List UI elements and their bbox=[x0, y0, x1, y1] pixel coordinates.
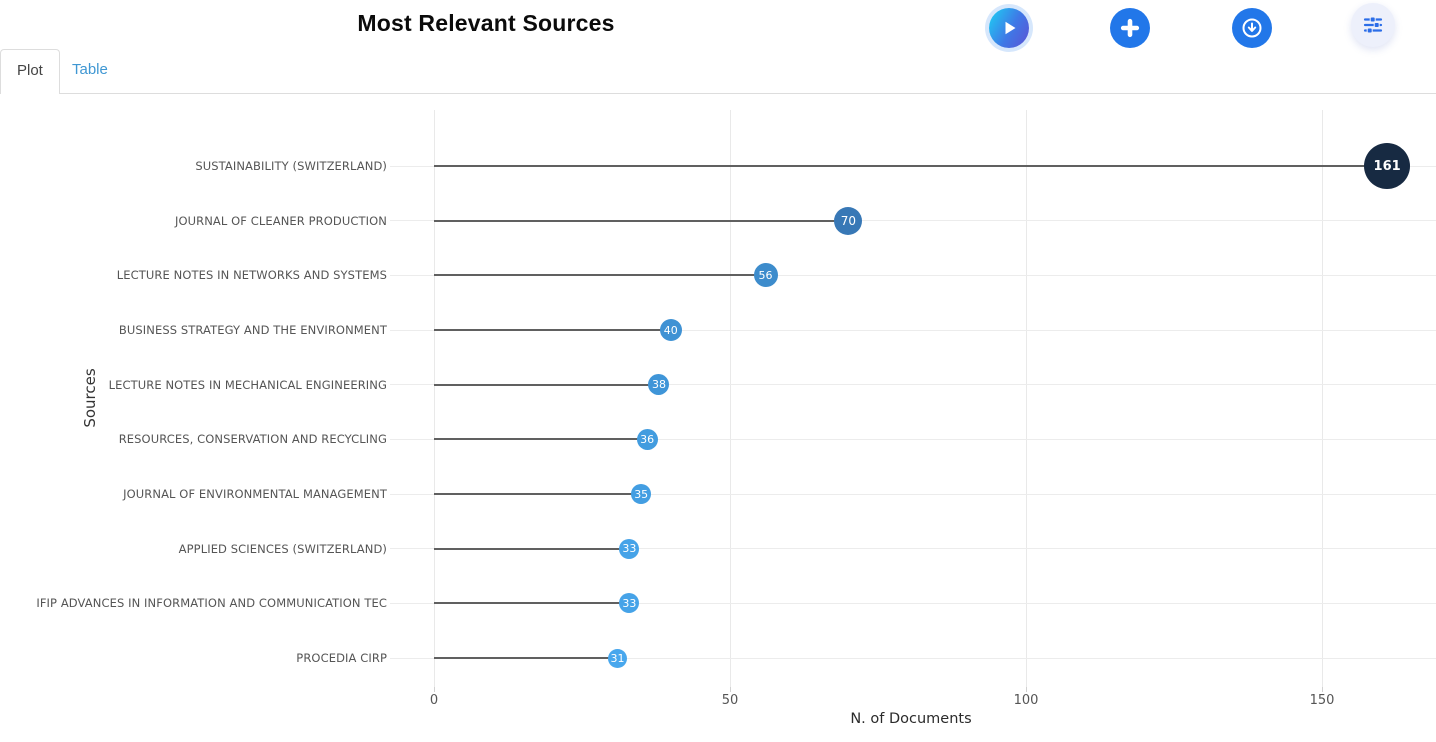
x-tick-label: 50 bbox=[721, 693, 739, 708]
row-gridline bbox=[390, 329, 1436, 331]
data-point[interactable]: 70 bbox=[834, 206, 863, 235]
download-icon bbox=[1242, 18, 1262, 38]
x-tick-mark bbox=[1322, 687, 1323, 692]
x-tick-mark bbox=[1026, 687, 1027, 692]
category-label: PROCEDIA CIRP bbox=[296, 651, 387, 666]
lollipop-stem bbox=[434, 165, 1388, 167]
row-gridline bbox=[390, 220, 1436, 222]
data-point[interactable]: 33 bbox=[619, 538, 640, 559]
data-point[interactable]: 33 bbox=[619, 593, 640, 614]
data-point[interactable]: 31 bbox=[608, 648, 628, 668]
x-gridline bbox=[434, 110, 435, 687]
data-point[interactable]: 161 bbox=[1364, 143, 1411, 189]
y-axis-title: Sources bbox=[81, 368, 99, 428]
row-gridline bbox=[390, 274, 1436, 276]
x-gridline bbox=[1026, 110, 1027, 687]
row-gridline bbox=[390, 602, 1436, 604]
download-button[interactable] bbox=[1232, 8, 1272, 48]
category-label: LECTURE NOTES IN NETWORKS AND SYSTEMS bbox=[116, 268, 387, 283]
data-point[interactable]: 40 bbox=[659, 319, 682, 341]
row-gridline bbox=[390, 384, 1436, 386]
add-button[interactable] bbox=[1110, 8, 1150, 48]
row-gridline bbox=[390, 548, 1436, 550]
sliders-icon bbox=[1363, 16, 1383, 34]
x-gridline bbox=[1322, 110, 1323, 687]
x-tick-mark bbox=[434, 687, 435, 692]
category-label: JOURNAL OF CLEANER PRODUCTION bbox=[174, 213, 387, 228]
data-point[interactable]: 35 bbox=[631, 484, 652, 505]
category-label: JOURNAL OF ENVIRONMENTAL MANAGEMENT bbox=[123, 487, 387, 502]
lollipop-stem bbox=[434, 493, 642, 496]
tab-table[interactable]: Table bbox=[72, 61, 108, 78]
play-icon bbox=[1005, 21, 1016, 35]
x-gridline bbox=[730, 110, 731, 687]
header: Most Relevant Sources bbox=[0, 0, 1436, 48]
lollipop-stem bbox=[434, 438, 648, 441]
row-gridline bbox=[390, 493, 1436, 495]
play-button[interactable] bbox=[989, 8, 1029, 48]
lollipop-stem bbox=[434, 602, 630, 605]
tab-bar: Plot Table bbox=[0, 49, 1436, 94]
lollipop-stem bbox=[434, 274, 766, 277]
category-label: APPLIED SCIENCES (SWITZERLAND) bbox=[178, 541, 387, 556]
lollipop-stem bbox=[434, 657, 618, 660]
tab-plot[interactable]: Plot bbox=[0, 49, 60, 94]
filters-button[interactable] bbox=[1351, 3, 1395, 47]
lollipop-stem bbox=[434, 383, 659, 386]
category-label: IFIP ADVANCES IN INFORMATION AND COMMUNI… bbox=[36, 596, 387, 611]
x-tick-label: 0 bbox=[429, 693, 439, 708]
row-gridline bbox=[390, 438, 1436, 440]
data-point[interactable]: 56 bbox=[753, 263, 778, 288]
category-label: LECTURE NOTES IN MECHANICAL ENGINEERING bbox=[108, 377, 387, 392]
data-point[interactable]: 38 bbox=[648, 374, 670, 396]
x-tick-mark bbox=[730, 687, 731, 692]
category-label: RESOURCES, CONSERVATION AND RECYCLING bbox=[118, 432, 387, 447]
lollipop-stem bbox=[434, 219, 849, 222]
category-label: SUSTAINABILITY (SWITZERLAND) bbox=[195, 159, 387, 173]
lollipop-stem bbox=[434, 329, 671, 331]
data-point[interactable]: 36 bbox=[636, 428, 658, 450]
row-gridline bbox=[390, 657, 1436, 659]
x-axis-title: N. of Documents bbox=[850, 711, 972, 727]
x-tick-label: 100 bbox=[1013, 693, 1039, 708]
lollipop-stem bbox=[434, 547, 630, 550]
x-tick-label: 150 bbox=[1309, 693, 1335, 708]
category-label: BUSINESS STRATEGY AND THE ENVIRONMENT bbox=[118, 323, 387, 337]
page-title: Most Relevant Sources bbox=[357, 10, 615, 36]
plus-icon bbox=[1120, 18, 1140, 38]
